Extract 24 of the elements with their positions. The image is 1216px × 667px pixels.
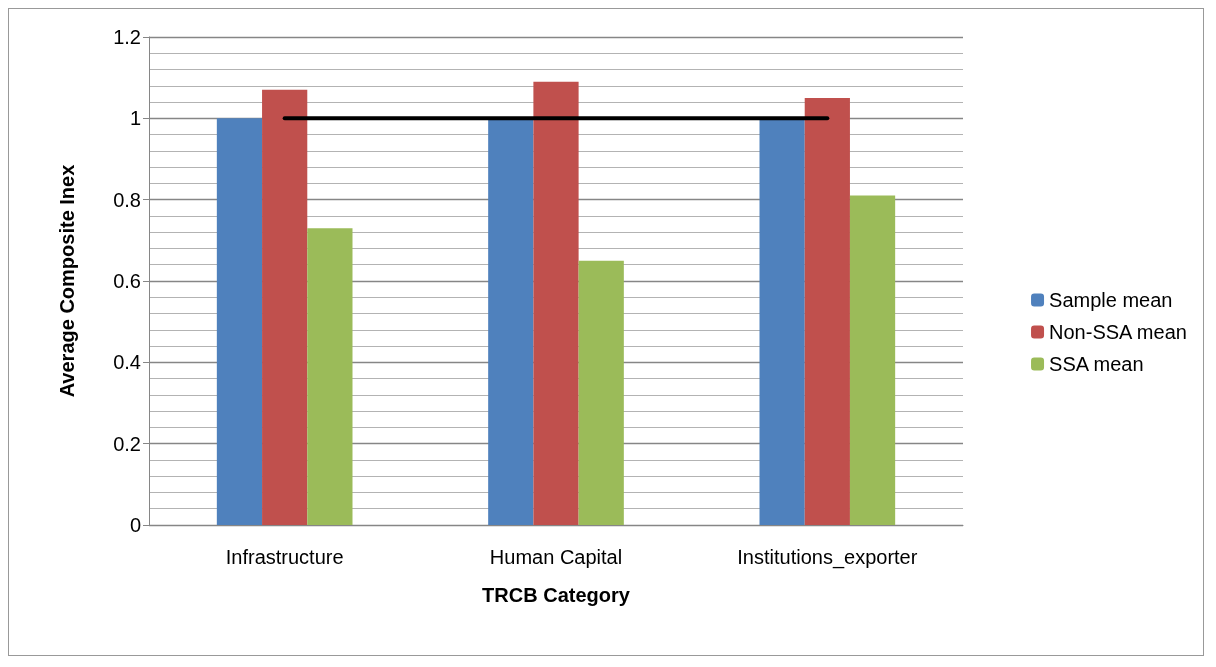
legend-label: Non-SSA mean <box>1049 321 1187 343</box>
bar <box>262 89 308 525</box>
y-tick-label: 0.6 <box>113 270 141 292</box>
y-tick-label: 0.2 <box>113 432 141 455</box>
legend-label: Sample mean <box>1049 289 1173 311</box>
y-tick-label: 0.4 <box>113 351 141 374</box>
x-tick-label: Infrastructure <box>225 546 344 568</box>
x-tick-label: Human Capital <box>489 546 623 568</box>
bar <box>488 118 534 525</box>
bar <box>578 260 624 525</box>
y-tick-label: 1 <box>129 107 141 130</box>
y-tick-label: 0.8 <box>113 188 141 211</box>
bar <box>307 228 353 525</box>
y-tick-label: 1.2 <box>113 26 141 48</box>
bar <box>759 118 805 525</box>
bar <box>216 118 263 525</box>
x-tick-label: Institutions_exporter <box>737 546 918 569</box>
bar <box>804 98 850 525</box>
bar <box>533 81 579 525</box>
legend-label: SSA mean <box>1049 353 1144 375</box>
y-axis-title: Average Composite Inex <box>56 164 78 398</box>
y-tick-label: 0 <box>129 514 141 536</box>
x-axis-title: TRCB Category <box>482 584 631 606</box>
bar <box>849 195 896 525</box>
